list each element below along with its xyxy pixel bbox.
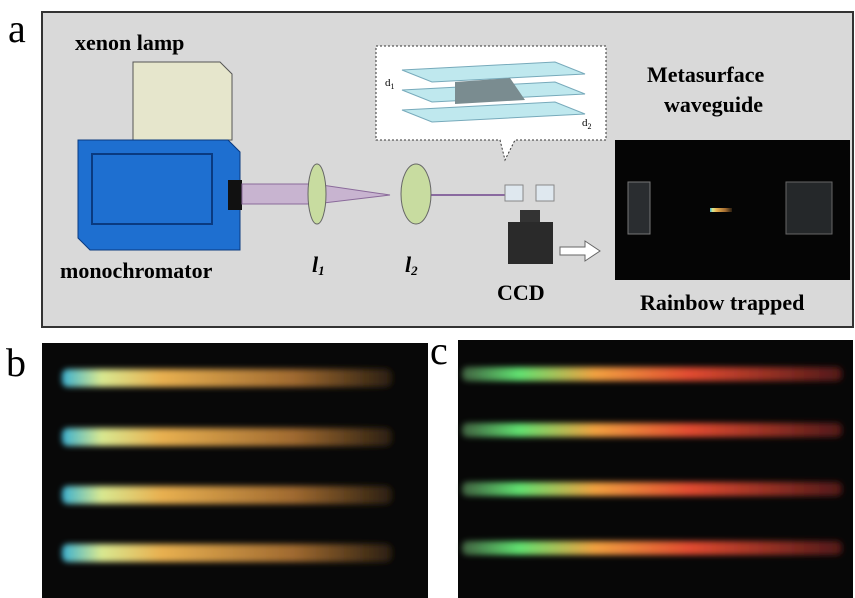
streak [62,544,392,562]
figure: a d1 d2 xenon lamp Metasurface waveguide… [0,0,855,598]
l-sub: 1 [318,263,325,278]
d-sub: 2 [588,122,592,131]
lamp [133,62,232,140]
panel-label: a [8,6,26,51]
streak [462,367,842,381]
streak [62,428,392,446]
waveguide [505,185,523,201]
caption: Rainbow trapped [640,290,804,315]
streak [462,541,842,555]
panel-label: c [430,328,448,373]
ccd-label: CCD [497,280,545,305]
title: waveguide [664,92,763,117]
slit [228,180,242,210]
d-sub: 1 [391,82,395,91]
rainbow [710,208,732,212]
mono-label: monochromator [60,258,213,283]
monochromator-box [78,140,240,250]
lens [308,164,326,224]
streak [62,486,392,504]
holder [786,182,832,234]
panel-label: b [6,340,26,385]
l-sub: 2 [410,263,418,278]
streak [462,423,842,437]
waveguide [536,185,554,201]
holder [628,182,650,234]
streak [462,482,842,496]
streak [62,369,392,387]
ccd-top [520,210,540,222]
title: Metasurface [647,62,765,87]
lamp-label: xenon lamp [75,30,184,55]
lens [401,164,431,224]
ccd [508,222,553,264]
